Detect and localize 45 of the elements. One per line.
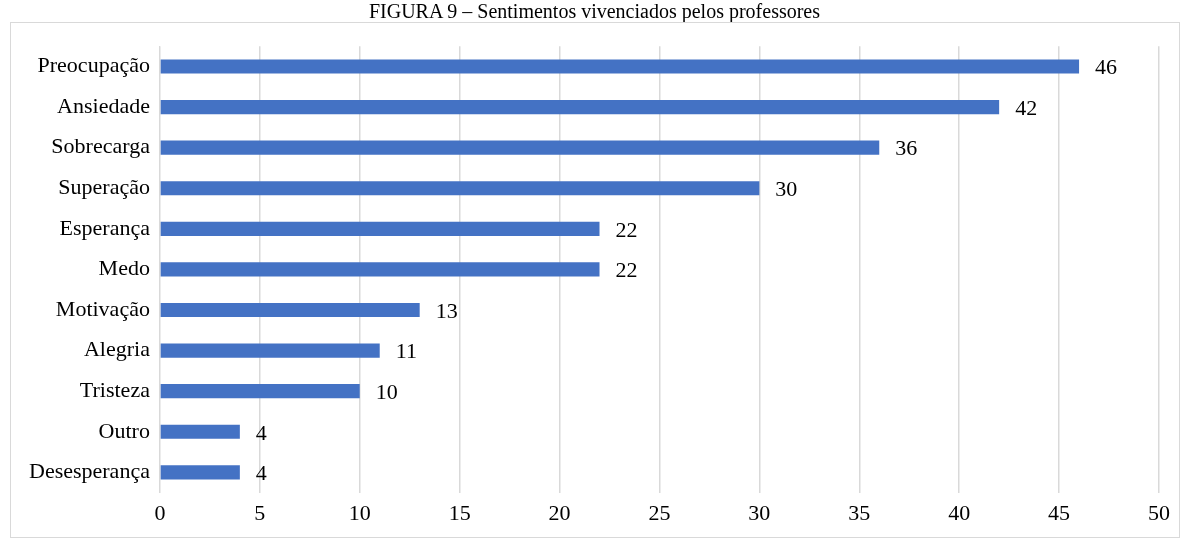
x-tick-label: 50 xyxy=(1148,499,1170,525)
y-tick-label: Alegria xyxy=(83,336,151,362)
y-tick-label: Outro xyxy=(98,417,150,443)
data-label: 10 xyxy=(375,378,398,404)
bar xyxy=(160,59,1080,74)
y-tick-label: Desesperança xyxy=(28,458,151,484)
data-label: 42 xyxy=(1015,94,1038,120)
data-label: 4 xyxy=(255,419,267,445)
y-tick-label: Motivação xyxy=(55,295,150,321)
bar xyxy=(160,302,420,318)
data-label: 36 xyxy=(895,135,918,161)
x-tick-label: 35 xyxy=(848,499,871,525)
data-label: 4 xyxy=(255,460,267,486)
y-tick-label: Preocupação xyxy=(37,52,150,78)
x-tick-label: 5 xyxy=(254,499,266,525)
data-label: 22 xyxy=(615,216,638,242)
y-tick-label: Esperança xyxy=(59,214,151,240)
data-label: 30 xyxy=(775,176,798,202)
bar xyxy=(160,99,1000,115)
bar xyxy=(160,465,240,480)
bar xyxy=(160,140,880,155)
bar xyxy=(160,221,600,236)
x-tick-label: 45 xyxy=(1048,499,1071,525)
data-label: 22 xyxy=(615,257,638,283)
data-label: 13 xyxy=(435,297,458,323)
y-tick-label: Sobrecarga xyxy=(51,133,151,159)
chart-title: FIGURA 9 – Sentimentos vivenciados pelos professores xyxy=(367,0,822,22)
x-tick-label: 20 xyxy=(548,499,571,525)
x-tick-label: 15 xyxy=(448,499,471,525)
y-tick-label: Medo xyxy=(98,255,150,281)
y-tick-label: Superação xyxy=(58,174,150,200)
bar xyxy=(160,343,380,358)
data-label: 11 xyxy=(395,338,417,364)
data-label: 46 xyxy=(1095,54,1118,80)
bar xyxy=(160,384,360,399)
bar xyxy=(160,262,600,277)
x-tick-label: 40 xyxy=(948,499,971,525)
x-tick-label: 0 xyxy=(154,499,166,525)
x-tick-label: 25 xyxy=(648,499,671,525)
x-tick-label: 10 xyxy=(348,499,371,525)
y-tick-label: Tristeza xyxy=(79,376,151,402)
bar xyxy=(160,181,760,196)
bar xyxy=(160,424,240,439)
y-tick-label: Ansiedade xyxy=(57,92,150,118)
x-tick-label: 30 xyxy=(748,499,771,525)
